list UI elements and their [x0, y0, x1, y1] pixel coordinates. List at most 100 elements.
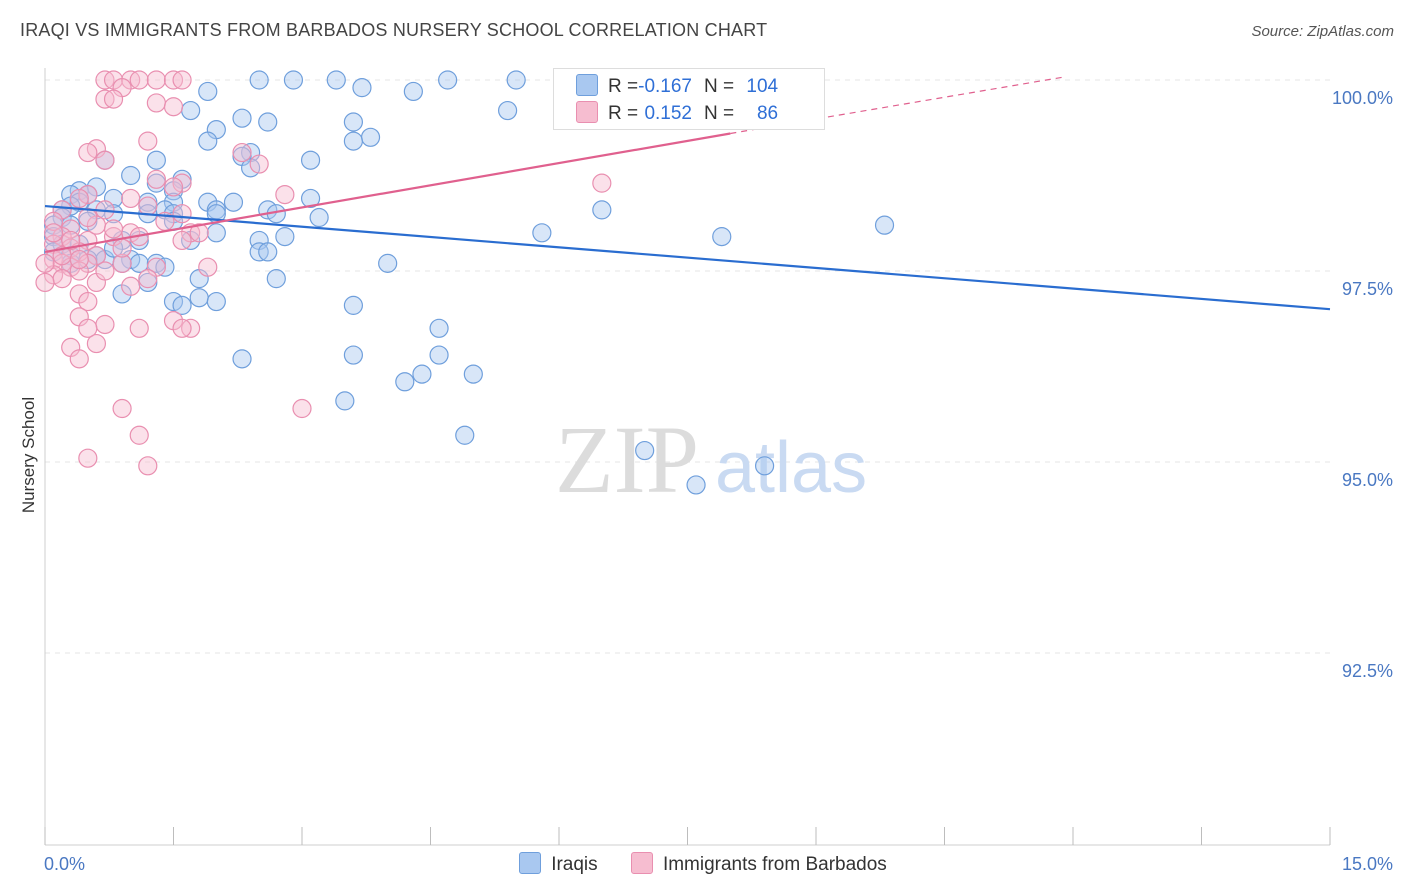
- data-point: [78, 448, 98, 468]
- data-point: [35, 272, 55, 293]
- data-point: [275, 227, 295, 247]
- x-tick-label: 0.0%: [44, 854, 85, 874]
- axes: [44, 68, 1331, 846]
- legend-swatch-iraqis-bottom: [519, 852, 542, 874]
- data-point: [429, 318, 449, 338]
- legend-item-barbados[interactable]: Immigrants from Barbados: [630, 852, 887, 876]
- data-point: [112, 238, 132, 258]
- trend-line: [44, 204, 1331, 311]
- data-point: [463, 364, 483, 384]
- y-tick-label: 92.5%: [1342, 661, 1393, 681]
- data-point: [686, 475, 706, 495]
- data-point: [146, 150, 166, 170]
- data-point: [69, 188, 89, 209]
- data-point: [438, 70, 458, 90]
- chart-title: IRAQI VS IMMIGRANTS FROM BARBADOS NURSER…: [20, 20, 768, 40]
- data-point: [300, 150, 321, 170]
- source-credit: Source: ZipAtlas.com: [1251, 23, 1394, 40]
- stats-legend: R =-0.167 N = 104 R = 0.152 N = 86: [553, 68, 825, 130]
- data-point: [129, 425, 149, 445]
- data-point: [69, 249, 89, 270]
- data-point: [52, 269, 72, 289]
- data-point: [592, 173, 612, 193]
- data-point: [206, 223, 226, 243]
- data-point: [112, 253, 132, 273]
- data-point: [198, 131, 218, 151]
- data-point: [138, 131, 158, 151]
- data-point: [163, 177, 184, 197]
- data-point: [78, 207, 98, 228]
- data-point: [258, 242, 278, 262]
- data-point: [35, 253, 55, 273]
- data-point: [121, 276, 141, 296]
- data-point: [61, 230, 81, 251]
- data-point: [232, 142, 252, 163]
- data-point: [138, 456, 158, 476]
- data-point: [198, 257, 218, 277]
- data-point: [95, 314, 115, 335]
- data-point: [69, 261, 89, 281]
- series-legend: Iraqis Immigrants from Barbados: [0, 852, 1406, 876]
- data-point: [138, 269, 158, 289]
- data-point: [343, 131, 363, 151]
- data-point: [181, 100, 201, 121]
- data-point: [146, 70, 166, 90]
- data-point: [129, 318, 149, 338]
- data-point: [754, 456, 775, 476]
- data-point: [283, 70, 304, 90]
- data-point: [189, 223, 209, 243]
- data-point: [506, 70, 526, 90]
- legend-swatch-iraqis: [576, 74, 598, 96]
- data-point: [146, 93, 166, 113]
- data-point: [146, 169, 166, 189]
- data-point: [206, 291, 226, 312]
- data-point: [172, 295, 192, 315]
- data-point: [498, 100, 518, 121]
- data-point: [455, 425, 475, 445]
- data-point: [138, 196, 158, 216]
- data-point: [103, 89, 124, 109]
- data-point: [172, 318, 192, 338]
- data-point: [712, 227, 732, 247]
- watermark-atlas: atlas: [715, 428, 867, 508]
- data-point: [103, 219, 124, 239]
- data-point: [129, 70, 149, 90]
- data-point: [95, 261, 115, 281]
- data-point: [874, 215, 895, 235]
- data-point: [43, 223, 64, 243]
- data-point: [635, 440, 655, 461]
- y-tick-label: 95.0%: [1342, 470, 1393, 490]
- legend-row-barbados: R = 0.152 N = 86: [576, 101, 778, 127]
- data-point: [172, 70, 192, 90]
- data-point: [335, 391, 355, 411]
- data-point: [378, 253, 398, 273]
- legend-swatch-barbados-bottom: [630, 852, 653, 874]
- data-point: [412, 364, 432, 384]
- data-point: [532, 223, 552, 243]
- data-point: [352, 78, 372, 98]
- data-point: [189, 288, 209, 308]
- data-point: [360, 127, 381, 147]
- data-point: [343, 112, 363, 132]
- data-point: [223, 192, 244, 212]
- data-point: [95, 150, 115, 170]
- y-tick-label: 97.5%: [1342, 279, 1393, 299]
- data-point: [592, 200, 612, 220]
- n-value-iraqis: 104: [746, 76, 779, 97]
- n-value-barbados: 86: [756, 103, 779, 124]
- data-points: [35, 70, 895, 495]
- data-point: [69, 349, 89, 369]
- data-point: [258, 112, 278, 132]
- data-point: [275, 185, 295, 205]
- legend-item-iraqis[interactable]: Iraqis: [519, 852, 598, 876]
- y-tick-label: 100.0%: [1332, 88, 1393, 108]
- data-point: [78, 291, 98, 312]
- data-point: [266, 269, 286, 289]
- data-point: [121, 188, 141, 209]
- data-point: [249, 154, 269, 174]
- data-point: [403, 81, 423, 102]
- series-barbados: [35, 70, 612, 476]
- data-point: [112, 398, 132, 419]
- watermark-zip: ZIP: [555, 406, 699, 513]
